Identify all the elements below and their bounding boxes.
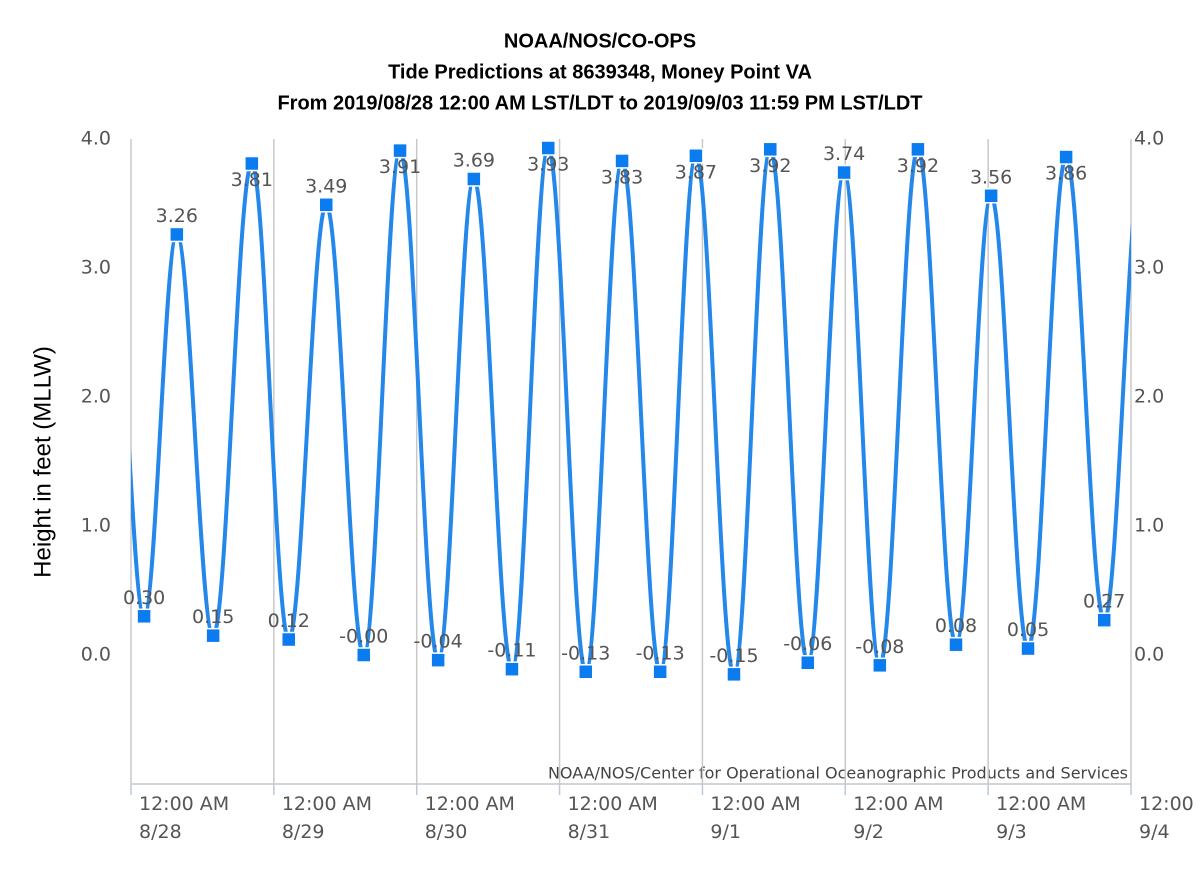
data-label: 0.15	[192, 606, 234, 628]
marker	[1096, 612, 1112, 628]
data-label: 3.26	[156, 205, 198, 227]
data-label: -0.08	[855, 636, 904, 658]
marker	[205, 627, 221, 644]
x-tick-label: 12:00 AM 8/29	[281, 793, 373, 843]
marker	[318, 197, 334, 213]
data-label: 3.49	[305, 175, 347, 197]
marker	[466, 171, 482, 187]
marker	[652, 664, 668, 680]
marker	[836, 164, 852, 181]
marker	[392, 142, 408, 159]
x-tick-label: 12:00 AM 8/28	[139, 793, 230, 843]
x-tick-label: 12:00 AM 9/2	[853, 793, 944, 843]
marker	[355, 647, 372, 663]
marker	[1058, 149, 1074, 165]
y2-tick-label: 1.0	[1134, 515, 1164, 537]
chart-subtitle: Tide Predictions at 8639348, Money Point…	[388, 61, 812, 83]
y-axis-title: Height in feet (MLLW)	[29, 346, 56, 578]
marker	[169, 226, 185, 243]
x-tick-label: 12:00 AM 9/1	[710, 793, 801, 843]
data-label: 3.83	[601, 166, 643, 188]
data-label: 3.93	[527, 154, 569, 176]
data-label: 0.30	[123, 587, 165, 609]
x-tick-label: 12:00 AM 8/30	[424, 793, 515, 843]
line-edge	[1102, 222, 1131, 623]
marker	[910, 141, 926, 158]
data-label: -0.04	[414, 631, 463, 653]
y2-tick-label: 2.0	[1134, 386, 1164, 408]
data-label: -0.13	[636, 642, 685, 664]
marker	[540, 140, 557, 156]
chart-title: NOAA/NOS/CO-OPS	[504, 30, 696, 52]
marker	[872, 657, 888, 674]
credits: NOAA/NOS/Center for Operational Oceanogr…	[548, 764, 1128, 783]
marker	[136, 608, 152, 625]
data-label: -0.13	[561, 642, 610, 664]
x-tick-label: 12:00 AM 8/31	[567, 793, 658, 843]
marker	[280, 631, 297, 648]
marker	[430, 652, 446, 668]
y-tick-label: 4.0	[81, 128, 111, 150]
marker	[688, 148, 704, 164]
data-label: 3.69	[453, 149, 495, 171]
data-label: 3.92	[897, 155, 939, 177]
data-label: 3.92	[749, 155, 791, 177]
line-edge	[131, 448, 147, 619]
marker	[614, 153, 630, 169]
data-label: -0.06	[783, 633, 832, 655]
chart-subtitle: From 2019/08/28 12:00 AM LST/LDT to 2019…	[277, 92, 922, 114]
marker	[578, 664, 594, 680]
y-tick-label: 1.0	[81, 515, 111, 537]
marker	[762, 141, 779, 158]
data-label: 3.91	[379, 156, 421, 178]
data-label: 3.81	[231, 169, 273, 191]
y2-tick-label: 3.0	[1134, 257, 1164, 279]
x-tick-label: 12:00 9/4	[1139, 793, 1194, 843]
data-label: 0.12	[268, 610, 310, 632]
marker	[726, 666, 742, 683]
data-label: 0.27	[1083, 591, 1125, 613]
marker	[1020, 640, 1036, 657]
y2-tick-label: 4.0	[1134, 128, 1164, 150]
y2-tick-label: 0.0	[1134, 644, 1164, 666]
line	[142, 146, 1107, 677]
data-label: 3.56	[970, 166, 1012, 188]
y-tick-label: 3.0	[81, 257, 111, 279]
x-tick-label: 12:00 AM 9/3	[996, 793, 1087, 843]
data-label: -0.00	[339, 626, 388, 648]
data-label: 0.05	[1007, 619, 1049, 641]
data-label: 3.74	[823, 143, 865, 165]
data-label: 3.86	[1045, 163, 1087, 185]
marker	[948, 636, 964, 653]
data-label: -0.15	[709, 645, 758, 667]
marker	[504, 661, 520, 677]
y-tick-label: 0.0	[81, 644, 111, 666]
data-label: 0.08	[935, 615, 977, 637]
data-label: -0.11	[487, 640, 536, 662]
marker	[244, 155, 260, 172]
data-label: 3.87	[675, 161, 717, 183]
y-tick-label: 2.0	[81, 386, 111, 408]
marker	[983, 188, 999, 204]
marker	[800, 654, 816, 671]
